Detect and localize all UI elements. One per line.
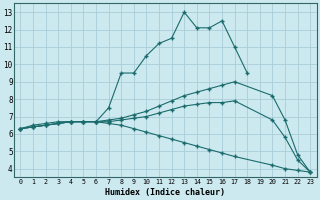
- X-axis label: Humidex (Indice chaleur): Humidex (Indice chaleur): [105, 188, 225, 197]
